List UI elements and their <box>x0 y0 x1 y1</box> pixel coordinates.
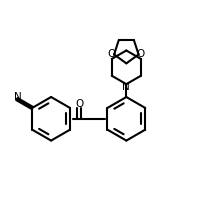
Text: N: N <box>122 82 130 92</box>
Text: O: O <box>108 49 116 59</box>
Text: O: O <box>137 49 145 59</box>
Text: N: N <box>14 92 22 102</box>
Text: O: O <box>75 99 83 109</box>
